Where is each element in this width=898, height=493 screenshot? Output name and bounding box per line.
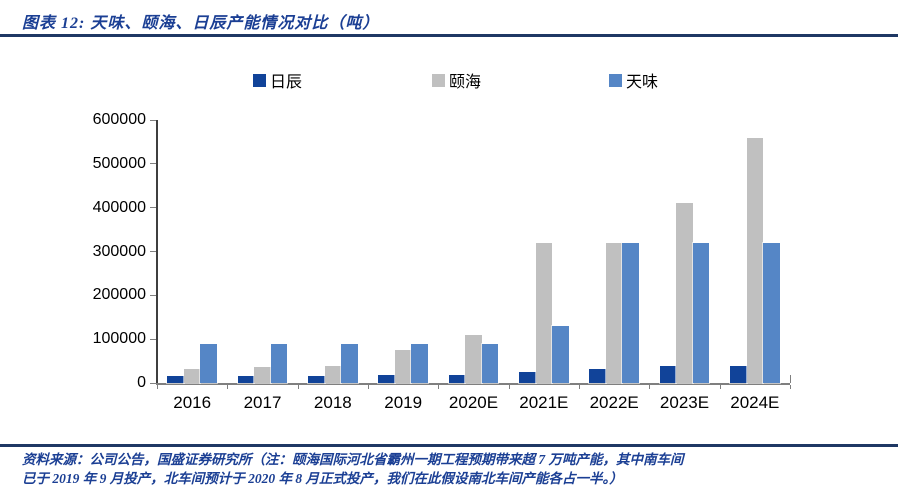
x-axis-label-2024E: 2024E	[730, 393, 780, 412]
y-axis-tick	[150, 382, 156, 384]
bar-yihai-2017	[253, 365, 272, 384]
x-axis-tick	[508, 385, 510, 389]
y-axis-label: 0	[137, 374, 146, 391]
y-axis-tick	[150, 119, 156, 121]
legend-item-teway: 天味	[609, 72, 658, 91]
legend-label-teway: 天味	[626, 74, 659, 91]
y-axis-tick	[150, 294, 156, 296]
x-axis-label-2023E: 2023E	[659, 393, 710, 412]
figure-title: 图表 12: 天味、颐海、日辰产能情况对比（吨）	[22, 15, 380, 32]
x-axis-line	[156, 383, 790, 385]
y-axis-tick	[150, 163, 156, 165]
x-axis-tick	[297, 385, 299, 389]
bar-richen-2024E	[729, 364, 748, 384]
legend-item-yihai: 颐海	[432, 72, 481, 91]
y-axis-label: 600000	[92, 111, 146, 128]
bar-yihai-2021E	[534, 241, 554, 384]
y-axis-label: 400000	[92, 198, 146, 216]
bar-yihai-2020E	[464, 333, 483, 384]
x-axis-tick	[579, 385, 580, 389]
x-axis-label-2022E: 2022E	[589, 393, 639, 412]
legend-swatch-teway-icon	[609, 73, 622, 87]
bar-teway-2016	[199, 342, 218, 384]
bar-teway-2020E	[480, 342, 500, 384]
x-axis-label-2019: 2019	[384, 393, 423, 412]
bar-richen-2021E	[518, 371, 537, 384]
bar-yihai-2018	[323, 364, 343, 384]
x-axis-label-2021E: 2021E	[519, 393, 569, 412]
y-axis-label: 300000	[92, 242, 146, 260]
source-note-line-2: 已于 2019 年 9 月投产，北车间预计于 2020 年 8 月正式投产，我们…	[22, 470, 623, 486]
y-axis-tick	[150, 207, 156, 209]
bar-teway-2022E	[621, 241, 640, 384]
bar-yihai-2024E	[745, 136, 765, 384]
y-axis-label: 500000	[92, 154, 146, 172]
bar-teway-2024E	[762, 241, 781, 384]
bar-yihai-2023E	[675, 202, 694, 384]
x-axis-tick	[368, 385, 369, 389]
top-divider-rule	[0, 34, 898, 37]
x-axis-end-tick	[790, 375, 791, 383]
bar-richen-2020E	[447, 374, 467, 384]
legend-label-richen: 日辰	[270, 74, 303, 91]
bar-richen-2016	[166, 375, 185, 384]
x-axis-label-2020E: 2020E	[448, 393, 499, 412]
legend-swatch-yihai-icon	[432, 73, 445, 87]
bar-richen-2018	[307, 374, 326, 385]
y-axis-tick	[150, 338, 156, 340]
legend-item-richen: 日辰	[253, 72, 302, 91]
legend-swatch-richen-icon	[253, 73, 266, 87]
bar-teway-2018	[340, 342, 359, 384]
bar-yihai-2019	[393, 349, 413, 384]
source-note: 资料来源：公司公告，国盛证券研究所（注：颐海国际河北省霸州一期工程预期带来超 7…	[22, 451, 884, 489]
source-note-line-1: 资料来源：公司公告，国盛证券研究所（注：颐海国际河北省霸州一期工程预期带来超 7…	[22, 452, 684, 467]
bar-teway-2017	[269, 342, 289, 384]
bar-chart-plot-area: 0 100000 200000 300000 400000 500000 600000 201…	[92, 111, 791, 412]
y-axis-label: 100000	[92, 330, 146, 348]
bar-teway-2019	[410, 342, 429, 384]
x-axis-tick	[227, 385, 229, 389]
bar-richen-2019	[377, 374, 396, 384]
bar-richen-2022E	[588, 368, 607, 384]
y-axis-tick	[150, 251, 156, 252]
bar-yihai-2016	[182, 367, 202, 385]
legend-label-yihai: 颐海	[449, 74, 482, 91]
bar-teway-2023E	[691, 241, 711, 384]
x-axis-tick	[438, 385, 440, 389]
bottom-divider-rule	[0, 444, 898, 447]
x-axis-tick	[719, 385, 721, 389]
bar-teway-2021E	[551, 325, 570, 384]
x-axis-tick	[157, 385, 158, 389]
x-axis-label-2018: 2018	[313, 393, 352, 412]
x-axis-label-2017: 2017	[243, 393, 282, 412]
bar-yihai-2022E	[604, 241, 624, 384]
bar-richen-2023E	[658, 364, 678, 384]
x-axis-label-2016: 2016	[173, 393, 212, 412]
y-axis-line	[156, 120, 158, 385]
x-axis-tick	[649, 385, 651, 389]
x-axis-tick	[790, 385, 791, 389]
y-axis-label: 200000	[92, 286, 146, 304]
bar-richen-2017	[236, 374, 256, 385]
